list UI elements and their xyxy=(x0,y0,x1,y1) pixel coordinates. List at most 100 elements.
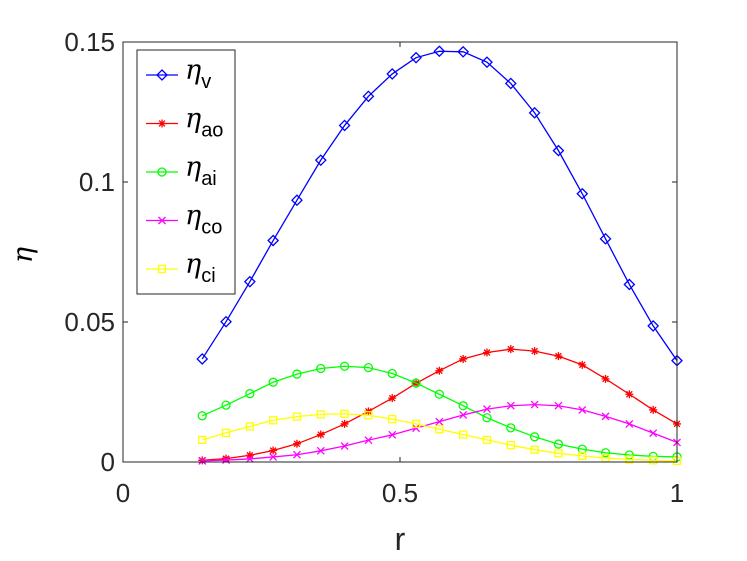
legend-entry-ai: ηai xyxy=(146,152,217,190)
data-point-v xyxy=(291,194,303,207)
series-v xyxy=(196,45,683,367)
y-axis-label: η xyxy=(8,247,39,263)
data-point-ai xyxy=(506,423,516,433)
series-line-ci xyxy=(202,413,678,462)
legend-label-sub: ci xyxy=(201,265,215,287)
data-point-co xyxy=(198,456,207,465)
legend-label-main: η xyxy=(185,152,201,183)
data-point-ai xyxy=(482,413,492,423)
data-point-ai xyxy=(197,411,207,421)
data-point-ao xyxy=(340,419,349,428)
x-axis-label: r xyxy=(395,521,406,557)
legend-label-sub: ao xyxy=(201,120,223,142)
data-point-co xyxy=(459,411,468,419)
data-point-ai xyxy=(268,377,278,387)
data-point-ai xyxy=(245,389,255,399)
data-point-ai xyxy=(221,400,231,410)
series-co xyxy=(198,400,681,465)
data-point-ai xyxy=(434,389,444,399)
data-point-ci xyxy=(316,410,325,419)
x-tick-label: 1 xyxy=(670,478,684,508)
data-point-co xyxy=(245,454,254,463)
data-point-co xyxy=(269,453,278,461)
legend-entry-v: ηv xyxy=(146,55,211,93)
legend-label-main: η xyxy=(185,55,201,86)
data-point-ao xyxy=(222,454,231,463)
data-point-co xyxy=(364,436,373,445)
data-point-v xyxy=(528,106,541,119)
data-point-ao xyxy=(435,366,444,375)
data-point-ao xyxy=(649,405,658,414)
data-point-v xyxy=(552,144,565,157)
legend-label-main: η xyxy=(185,104,201,135)
data-point-co xyxy=(554,401,563,410)
legend-label-main: η xyxy=(185,249,201,280)
data-point-ci xyxy=(198,435,207,445)
data-point-ci xyxy=(364,411,373,420)
series-line-v xyxy=(201,50,678,362)
data-point-ai xyxy=(553,439,564,449)
data-point-v xyxy=(220,315,232,328)
data-point-v xyxy=(196,353,209,365)
legend-entry-ao: ηao xyxy=(146,104,223,142)
y-tick-label: 0.1 xyxy=(79,167,115,197)
data-point-ci xyxy=(245,422,255,431)
data-point-ao xyxy=(506,345,515,354)
legend-label-ao: ηao xyxy=(185,104,223,142)
data-point-v xyxy=(362,90,375,103)
tick-layer: 0 0.5 1 0 0.05 0.1 0.15 xyxy=(64,27,684,508)
data-point-ci xyxy=(221,428,231,438)
data-point-co xyxy=(292,450,301,459)
data-point-ao xyxy=(245,451,254,460)
data-point-ai xyxy=(316,363,326,374)
data-point-ci xyxy=(459,430,468,439)
data-point-ci xyxy=(388,415,397,424)
data-point-v xyxy=(623,278,636,291)
data-point-ci xyxy=(506,441,515,450)
legend-marker-co xyxy=(158,216,166,225)
data-point-ao xyxy=(578,360,587,369)
data-point-v xyxy=(410,51,422,64)
data-point-co xyxy=(412,424,421,433)
data-point-v xyxy=(481,56,493,69)
legend-label-sub: v xyxy=(201,71,211,93)
data-point-ai xyxy=(339,361,350,371)
data-point-co xyxy=(578,405,587,414)
data-point-v xyxy=(314,154,327,167)
data-point-ao xyxy=(482,348,491,357)
data-point-ci xyxy=(578,451,587,460)
data-point-co xyxy=(506,401,515,410)
data-point-ai xyxy=(600,448,611,458)
legend-entry-ci: ηci xyxy=(146,249,216,287)
legend-label-sub: co xyxy=(201,217,222,239)
x-tick-label: 0 xyxy=(116,478,130,508)
data-point-co xyxy=(316,446,325,455)
data-point-ao xyxy=(530,347,539,356)
data-point-ao xyxy=(316,430,325,439)
legend-label-ai: ηai xyxy=(185,152,217,190)
data-point-ci xyxy=(625,455,634,464)
legend-label-v: ηv xyxy=(185,55,211,93)
data-point-v xyxy=(243,275,256,288)
legend-entry-co: ηco xyxy=(146,201,222,239)
data-point-co xyxy=(483,405,491,414)
y-tick-label: 0.05 xyxy=(64,307,115,337)
data-point-ci xyxy=(530,445,539,454)
data-point-v xyxy=(576,187,589,200)
data-point-co xyxy=(601,412,610,421)
data-point-ci xyxy=(340,409,349,418)
data-point-ao xyxy=(269,446,278,455)
y-tick-label: 0.15 xyxy=(64,27,115,57)
data-point-co xyxy=(388,430,397,439)
data-point-v xyxy=(267,234,280,247)
data-point-co xyxy=(340,442,349,450)
legend-label-co: ηco xyxy=(185,201,222,239)
data-point-ai xyxy=(458,401,468,411)
data-point-co xyxy=(625,419,634,428)
legend-label-sub: ai xyxy=(201,168,217,190)
data-point-v xyxy=(338,119,351,132)
data-point-ao xyxy=(292,439,301,448)
data-point-ai xyxy=(387,368,397,379)
